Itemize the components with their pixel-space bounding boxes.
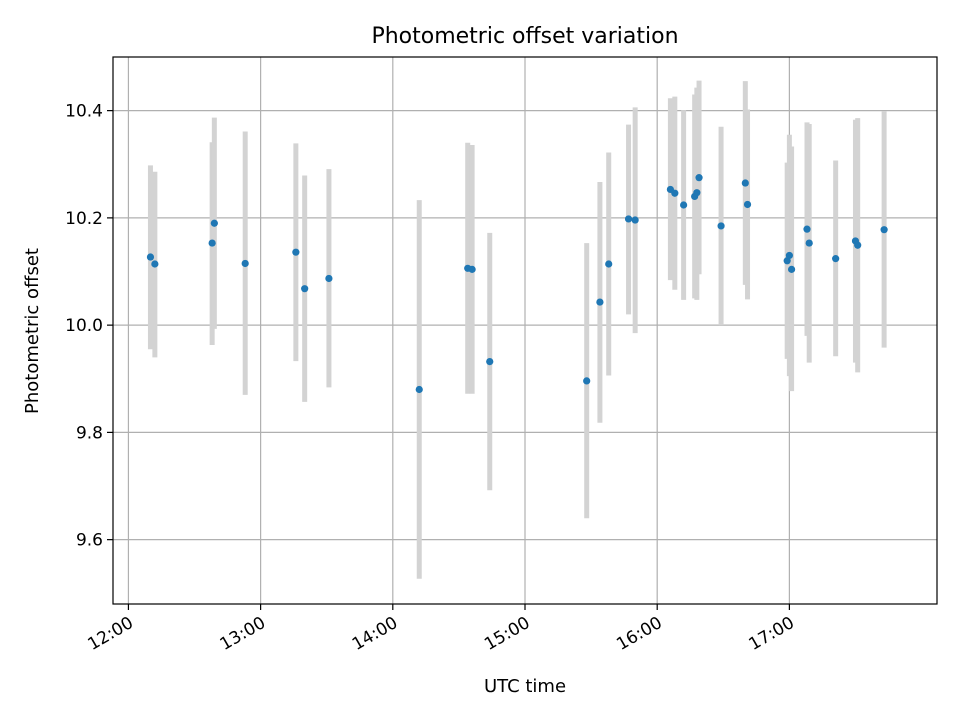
data-point <box>854 241 862 249</box>
y-tick-label: 9.6 <box>76 531 103 551</box>
y-tick-label: 10.0 <box>65 316 103 336</box>
data-point <box>292 248 300 256</box>
data-point <box>301 285 309 293</box>
y-axis-label: Photometric offset <box>22 248 43 414</box>
data-point <box>805 239 813 247</box>
data-point <box>486 358 494 366</box>
data-point <box>717 222 725 230</box>
data-point <box>210 219 218 227</box>
data-point <box>741 179 749 187</box>
data-point <box>680 201 688 209</box>
data-point <box>671 189 679 197</box>
data-point <box>743 200 752 209</box>
data-point <box>787 265 796 273</box>
data-point <box>624 215 633 223</box>
data-point <box>468 265 476 273</box>
chart-title: Photometric offset variation <box>371 24 678 49</box>
data-point <box>241 259 249 268</box>
data-point <box>583 377 591 385</box>
data-point <box>880 226 888 234</box>
data-point <box>693 189 701 197</box>
data-point <box>832 255 840 263</box>
data-point <box>631 216 639 224</box>
data-point <box>151 260 159 268</box>
data-point <box>146 253 155 261</box>
y-tick-label: 10.4 <box>65 102 103 122</box>
data-point <box>208 239 216 247</box>
data-point <box>596 298 604 306</box>
y-tick-label: 9.8 <box>76 423 103 443</box>
data-point <box>785 251 793 260</box>
y-tick-label: 10.2 <box>65 209 103 229</box>
data-points <box>146 174 888 394</box>
x-axis-label: UTC time <box>484 676 566 697</box>
data-point <box>415 385 423 394</box>
data-point <box>605 260 613 268</box>
data-point <box>695 174 703 182</box>
data-point <box>803 225 811 233</box>
data-point <box>325 274 333 283</box>
